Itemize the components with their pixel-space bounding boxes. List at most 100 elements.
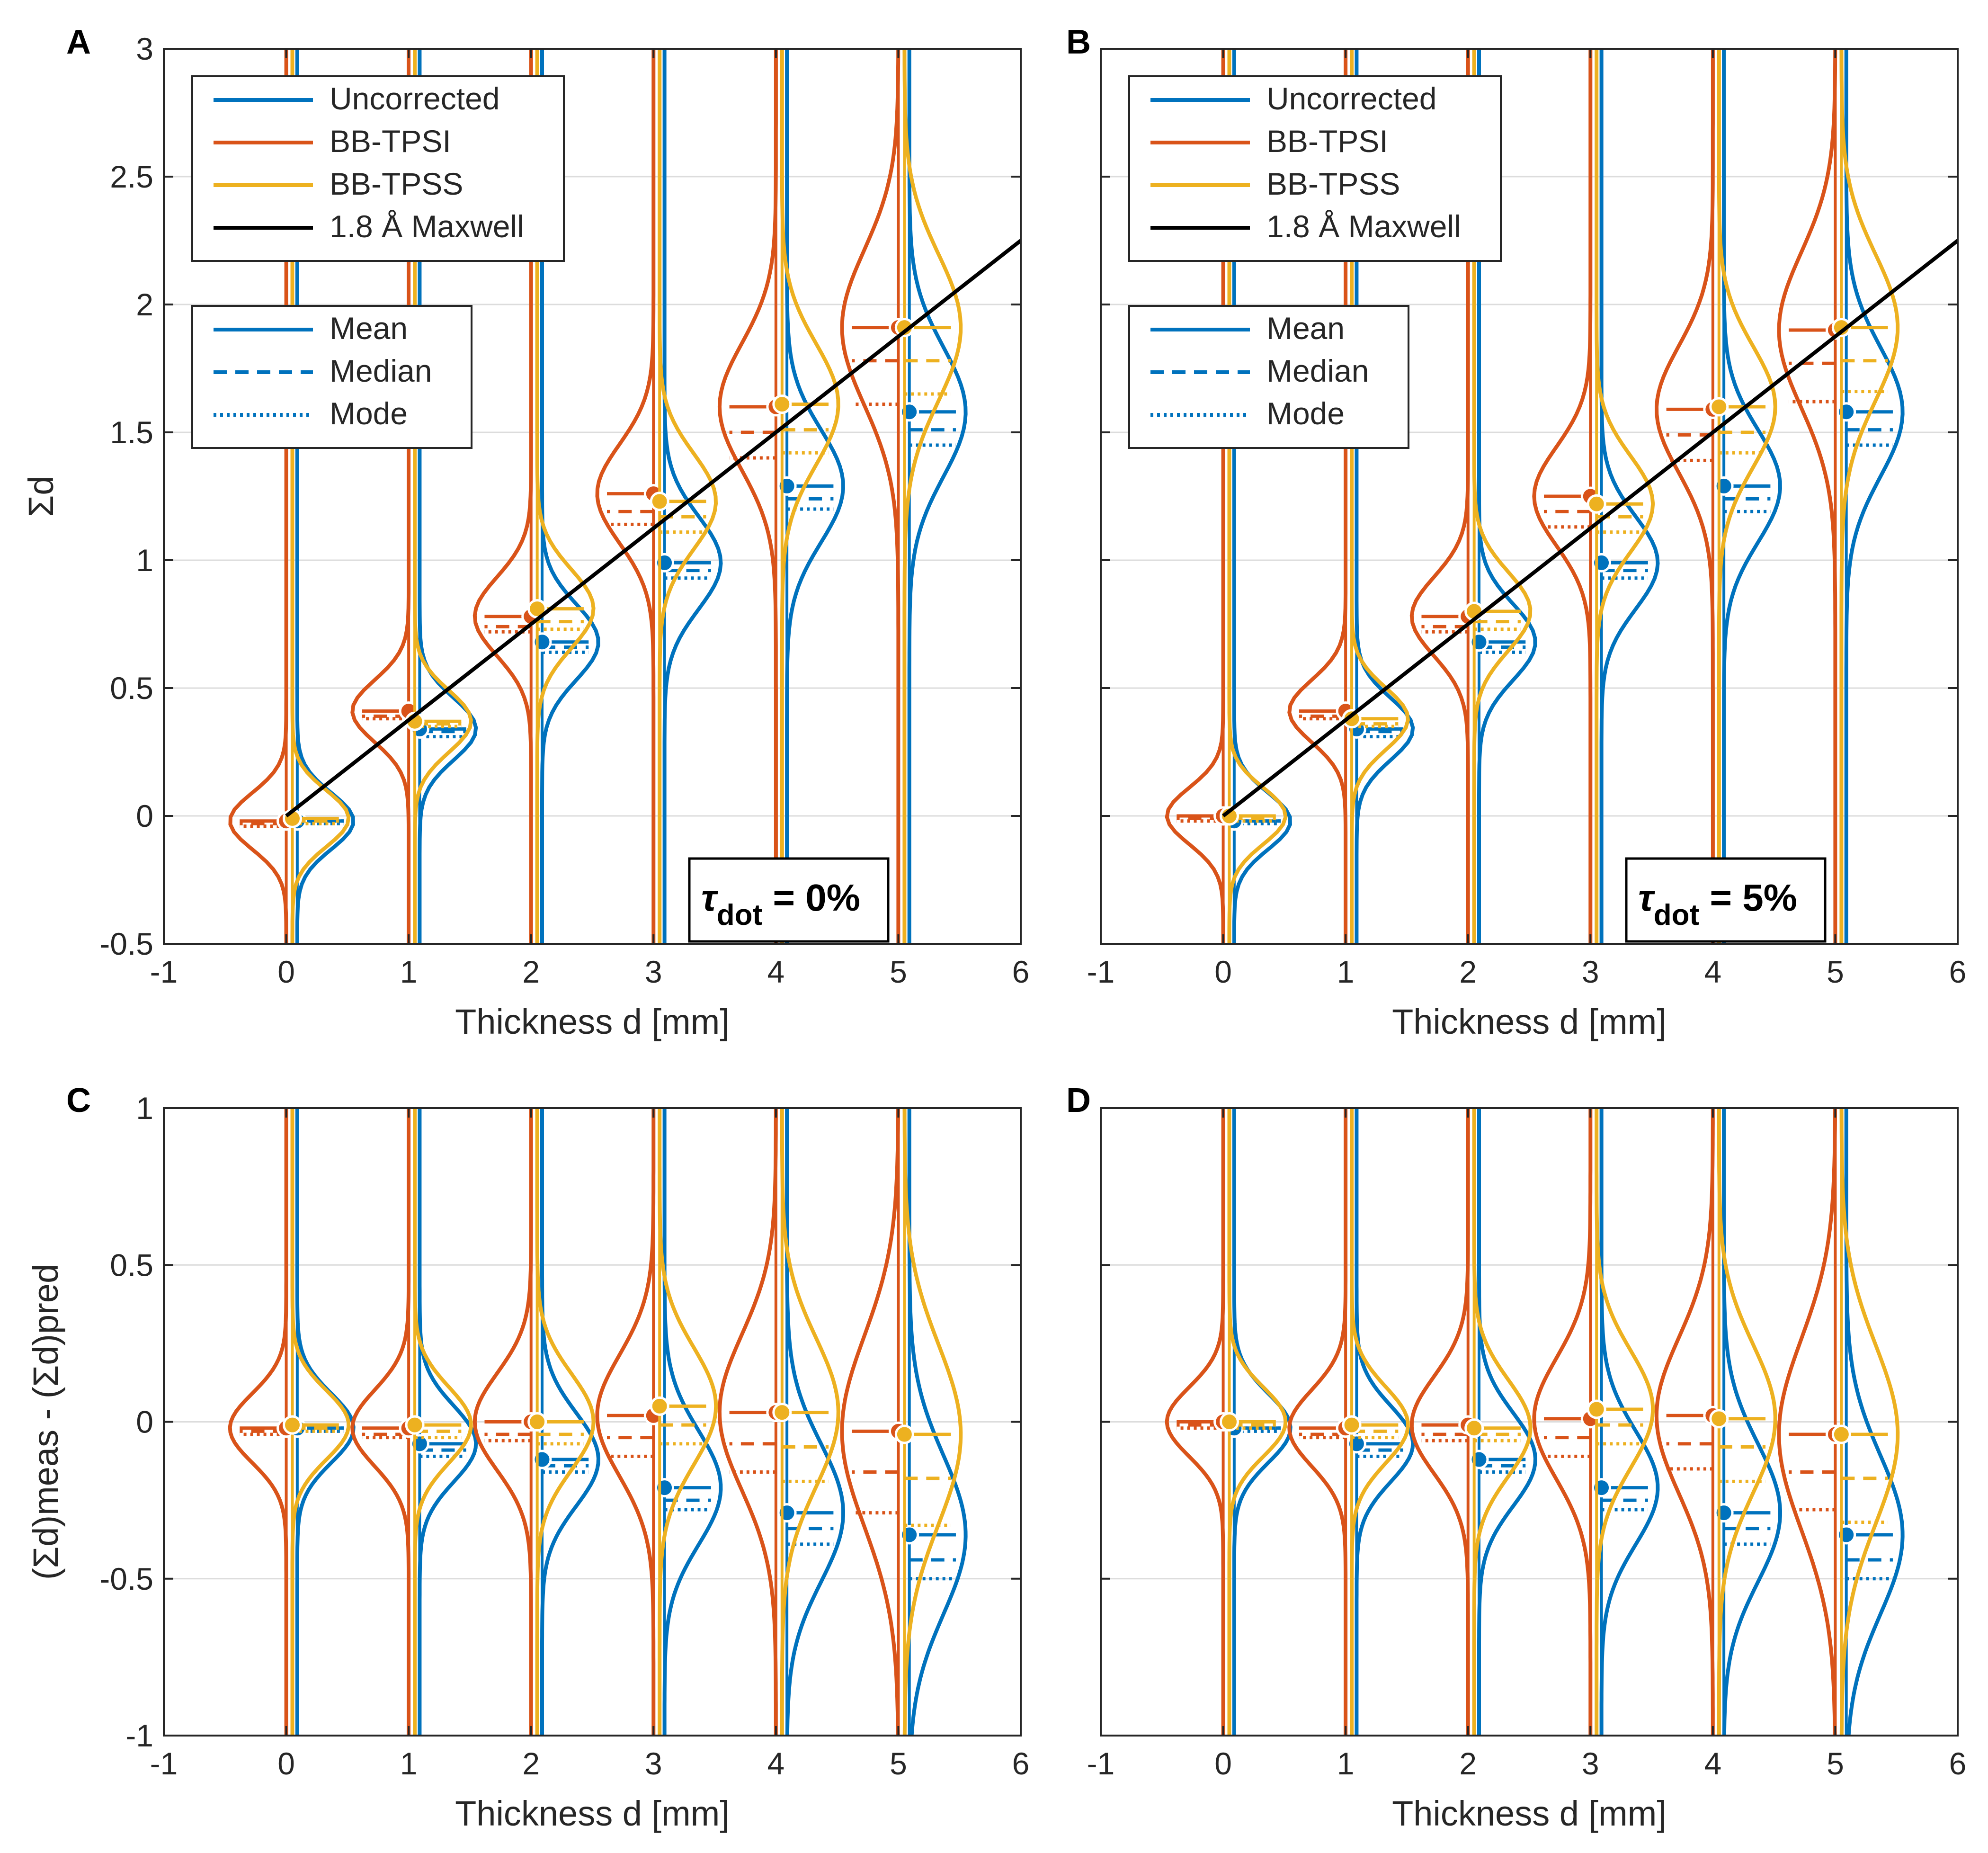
x-tick-label: 5	[1827, 954, 1844, 989]
axes-frame	[163, 48, 1022, 945]
x-tick-label: 6	[1012, 1746, 1030, 1781]
mean-dot	[894, 1424, 914, 1444]
mean-dot	[650, 1396, 669, 1416]
legend-label: 1.8 Å Maxwell	[1266, 209, 1461, 244]
y-tick-label: 0	[136, 798, 153, 833]
x-tick-label: -1	[1087, 954, 1115, 989]
x-tick-label: 2	[1459, 1746, 1477, 1781]
legend-label: BB-TPSS	[330, 166, 463, 201]
x-tick-label: -1	[150, 1746, 178, 1781]
mean-dot	[1342, 709, 1362, 729]
mean-dot	[894, 318, 914, 338]
mean-dot	[650, 492, 669, 511]
violin-bbtpss-d5	[902, 1108, 963, 1736]
legend-label: Mode	[1266, 396, 1345, 431]
legend-label: Uncorrected	[1266, 81, 1437, 116]
mean-dot	[1587, 494, 1606, 514]
y-tick-label: -1	[125, 1718, 153, 1753]
legend-label: Median	[1266, 353, 1369, 388]
legend-series-box	[191, 75, 565, 262]
panel-a: -1 0 1 2 3 4 5 6 -0.5 0 0.5 1 1.5 2 2.5 3 Thickness d [m…	[21, 23, 1029, 1041]
y-tick-label: 1	[136, 1091, 153, 1126]
violin-bbtpsi-d5	[1777, 1108, 1837, 1736]
y-axis-label: (Σd)meas - (Σd)pred	[26, 1264, 65, 1580]
x-tick-label: 0	[277, 954, 295, 989]
x-tick-label: 6	[1012, 954, 1030, 989]
x-tick-label: 0	[1214, 1746, 1232, 1781]
panel-letter: B	[1066, 23, 1091, 61]
x-tick-label: 3	[1582, 1746, 1599, 1781]
x-tick-label: 0	[277, 1746, 295, 1781]
mean-dot	[772, 1403, 792, 1423]
x-tick-label: 2	[522, 1746, 540, 1781]
mean-dot	[1587, 1399, 1606, 1419]
x-axis-label: Thickness d [mm]	[455, 1794, 730, 1833]
tau-box	[1625, 857, 1827, 943]
x-axis-label: Thickness d [mm]	[1392, 1002, 1667, 1041]
mean-dot	[405, 1415, 425, 1435]
panel-letter: D	[1066, 1082, 1091, 1119]
x-tick-label: 6	[1949, 954, 1967, 989]
y-axis-label: Σd	[21, 476, 61, 517]
x-tick-label: -1	[150, 954, 178, 989]
axes-frame	[1100, 48, 1959, 945]
mean-dot	[1831, 318, 1851, 338]
x-tick-label: 5	[890, 1746, 907, 1781]
x-tick-label: 2	[1459, 954, 1477, 989]
x-tick-label: 1	[1337, 1746, 1355, 1781]
x-tick-label: 3	[645, 1746, 662, 1781]
legend-label: Mean	[330, 311, 408, 346]
x-tick-label: -1	[1087, 1746, 1115, 1781]
x-tick-label: 1	[400, 1746, 418, 1781]
x-tick-label: 3	[645, 954, 662, 989]
mean-dot	[527, 1412, 547, 1432]
tau-annotation: τdot = 0%	[701, 877, 860, 931]
y-tick-label: 2.5	[110, 159, 153, 194]
mean-dot	[1464, 1418, 1484, 1438]
mean-dot	[1709, 1409, 1729, 1429]
plot-content	[228, 1108, 968, 1736]
mean-dot	[283, 1415, 302, 1435]
panel-c: -1 0 1 2 3 4 5 6 -1 -0.5 0 0.5 1 Thickness d [mm] C (Σd…	[26, 1082, 1029, 1833]
mean-dot	[1220, 806, 1239, 826]
mean-dot	[1220, 1412, 1239, 1432]
tau-annotation: τdot = 5%	[1638, 877, 1797, 931]
mean-dot	[772, 394, 792, 414]
y-tick-label: -0.5	[99, 926, 153, 961]
mean-dot	[1342, 1415, 1362, 1435]
y-tick-label: 0.5	[110, 1247, 153, 1282]
y-tick-label: 0.5	[110, 671, 153, 706]
x-tick-label: 1	[1337, 954, 1355, 989]
x-tick-label: 0	[1214, 954, 1232, 989]
panel-d: -1 0 1 2 3 4 5 6 Thickness d [mm] D	[1066, 1082, 1966, 1833]
legend-label: Uncorrected	[330, 81, 500, 116]
legend-label: BB-TPSI	[1266, 124, 1388, 159]
x-axis-label: Thickness d [mm]	[1392, 1794, 1667, 1833]
x-axis-label: Thickness d [mm]	[455, 1002, 730, 1041]
y-tick-label: 3	[136, 31, 153, 66]
y-tick-label: -0.5	[99, 1561, 153, 1596]
violin-bbtpsi-d5	[840, 1108, 900, 1736]
plot-content	[1165, 1108, 1905, 1736]
legend-label: Mode	[330, 396, 408, 431]
legend-label: Mean	[1266, 311, 1345, 346]
mean-dot	[1831, 1424, 1851, 1444]
x-tick-label: 3	[1582, 954, 1599, 989]
panel-letter: A	[66, 23, 91, 61]
mean-dot	[1709, 397, 1729, 417]
legend-label: Median	[330, 353, 432, 388]
x-tick-label: 6	[1949, 1746, 1967, 1781]
x-tick-label: 4	[767, 1746, 785, 1781]
x-tick-label: 5	[890, 954, 907, 989]
y-tick-label: 2	[136, 287, 153, 322]
panel-letter: C	[66, 1082, 91, 1119]
y-tick-label: 1.5	[110, 415, 153, 450]
y-tick-label: 0	[136, 1405, 153, 1440]
x-tick-label: 4	[1704, 1746, 1721, 1781]
x-tick-label: 4	[767, 954, 785, 989]
x-tick-label: 5	[1827, 1746, 1844, 1781]
tau-box	[688, 857, 890, 943]
legend-label: 1.8 Å Maxwell	[330, 209, 524, 244]
y-tick-label: 1	[136, 543, 153, 578]
